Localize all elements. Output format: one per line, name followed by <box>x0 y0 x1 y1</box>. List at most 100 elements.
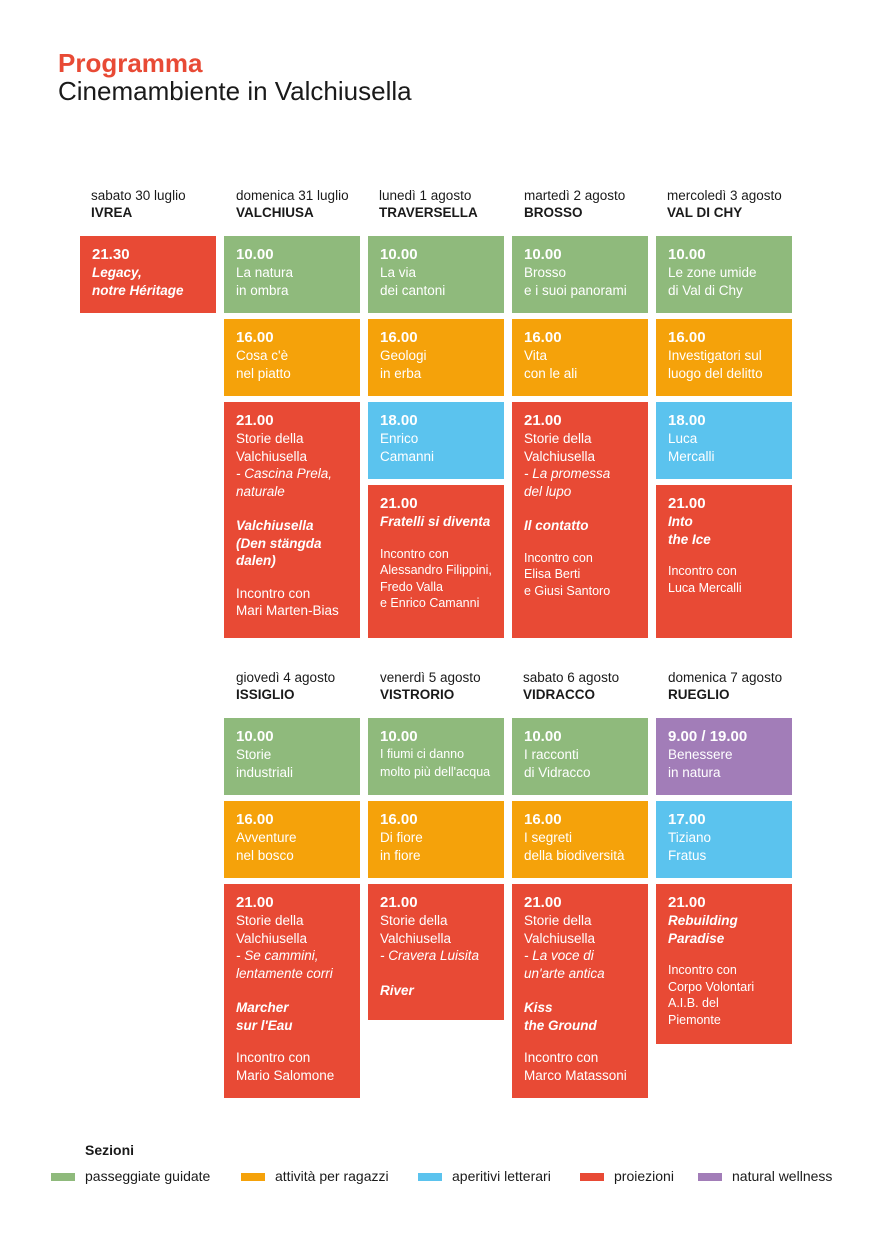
legend-item-passeggiate: passeggiate guidate <box>51 1168 210 1188</box>
event-time: 9.00 / 19.00 <box>668 728 748 745</box>
event-film: the Ice <box>668 531 711 547</box>
event-text: di Vidracco <box>524 764 591 780</box>
legend-label: aperitivi letterari <box>452 1168 551 1184</box>
event-text: Luca <box>668 431 698 446</box>
event-text: di Val di Chy <box>668 282 743 298</box>
event-subtitle: - Cascina Prela, <box>236 466 333 481</box>
event-text: della biodiversità <box>524 847 625 863</box>
event-film: sur l'Eau <box>236 1017 293 1033</box>
event-subtitle: - Se cammini, <box>236 948 319 963</box>
legend-label: natural wellness <box>732 1168 833 1184</box>
legend-title: Sezioni <box>85 1142 135 1158</box>
day-place: VAL DI CHY <box>667 205 743 220</box>
event-meeting: Elisa Berti <box>524 567 581 581</box>
legend-label: passeggiate guidate <box>85 1168 211 1184</box>
day-date: martedì 2 agosto <box>524 188 626 203</box>
day-header: sabato 6 agosto VIDRACCO <box>523 669 619 703</box>
event-card-proiezione[interactable]: 21.00 Rebuilding Paradise Incontro con C… <box>656 884 792 1044</box>
event-card-passeggiata[interactable]: 10.00 Le zone umide di Val di Chy <box>656 236 792 313</box>
event-time: 17.00 <box>668 811 706 828</box>
day-place: VALCHIUSA <box>236 205 314 220</box>
event-film: dalen) <box>236 553 276 568</box>
event-meeting: A.I.B. del <box>668 996 719 1010</box>
event-film: Paradise <box>668 930 725 946</box>
event-text: Mercalli <box>668 448 715 464</box>
event-card-ragazzi[interactable]: 16.00 I segreti della biodiversità <box>512 801 648 878</box>
legend-swatch <box>51 1173 75 1182</box>
event-text: Cosa c'è <box>236 348 289 363</box>
event-card-passeggiata[interactable]: 10.00 I racconti di Vidracco <box>512 718 648 795</box>
event-time: 10.00 <box>524 728 562 745</box>
day-place: ISSIGLIO <box>236 687 295 702</box>
event-time: 21.00 <box>524 412 562 429</box>
event-card-passeggiata[interactable]: 10.00 I fiumi ci danno molto più dell'ac… <box>368 718 504 795</box>
event-card-ragazzi[interactable]: 16.00 Cosa c'è nel piatto <box>224 319 360 396</box>
event-card-ragazzi[interactable]: 16.00 Investigatori sul luogo del delitt… <box>656 319 792 396</box>
event-meeting: Luca Mercalli <box>668 580 742 595</box>
event-text: Brosso <box>524 265 567 280</box>
event-text: I fiumi ci danno <box>380 747 465 761</box>
event-card-passeggiata[interactable]: 10.00 La natura in ombra <box>224 236 360 313</box>
event-film: (Den stängda <box>236 535 322 551</box>
day-header: domenica 7 agosto RUEGLIO <box>668 669 782 703</box>
event-card-proiezione[interactable]: 21.00 Storie della Valchiusella - Cascin… <box>224 402 360 638</box>
day-date: giovedì 4 agosto <box>236 670 336 685</box>
event-card-proiezione[interactable]: 21.00 Into the Ice Incontro con Luca Mer… <box>656 485 792 638</box>
event-card-ragazzi[interactable]: 16.00 Geologi in erba <box>368 319 504 396</box>
event-film: Legacy, <box>92 265 142 280</box>
event-card-proiezione[interactable]: 21.00 Storie della Valchiusella - La voc… <box>512 884 648 1098</box>
event-meeting: Incontro con <box>668 564 737 578</box>
event-card-aperitivo[interactable]: 17.00 Tiziano Fratus <box>656 801 792 878</box>
event-card-aperitivo[interactable]: 18.00 Enrico Camanni <box>368 402 504 479</box>
event-card-passeggiata[interactable]: 10.00 Storie industriali <box>224 718 360 795</box>
event-text: Storie della <box>236 431 304 446</box>
event-text: nel bosco <box>236 847 294 863</box>
event-card-passeggiata[interactable]: 10.00 Brosso e i suoi panorami <box>512 236 648 313</box>
event-text: Di fiore <box>380 830 423 845</box>
day-header: sabato 30 luglio IVREA <box>91 187 186 221</box>
event-text: e i suoi panorami <box>524 282 627 298</box>
event-text: in natura <box>668 764 721 780</box>
event-film: Il contatto <box>524 518 589 533</box>
event-card-passeggiata[interactable]: 10.00 La via dei cantoni <box>368 236 504 313</box>
event-film: Into <box>668 514 693 529</box>
event-text: Camanni <box>380 448 435 464</box>
day-date: venerdì 5 agosto <box>380 670 481 685</box>
event-card-ragazzi[interactable]: 16.00 Avventure nel bosco <box>224 801 360 878</box>
event-subtitle: del lupo <box>524 483 572 499</box>
event-time: 16.00 <box>380 329 418 346</box>
event-card-proiezione[interactable]: 21.00 Storie della Valchiusella - La pro… <box>512 402 648 638</box>
event-card-proiezione[interactable]: 21.30 Legacy, notre Héritage <box>80 236 216 313</box>
event-card-proiezione[interactable]: 21.00 Fratelli si diventa Incontro con A… <box>368 485 504 638</box>
event-card-proiezione[interactable]: 21.00 Storie della Valchiusella - Se cam… <box>224 884 360 1098</box>
day-header: mercoledì 3 agosto VAL DI CHY <box>667 187 782 221</box>
day-place: BROSSO <box>524 205 583 220</box>
event-text: Vita <box>524 348 548 363</box>
event-card-wellness[interactable]: 9.00 / 19.00 Benessere in natura <box>656 718 792 795</box>
event-film: Marcher <box>236 1000 289 1015</box>
event-meeting: Alessandro Filippini, <box>380 563 492 577</box>
event-time: 21.00 <box>380 495 418 512</box>
event-text: molto più dell'acqua <box>380 764 491 779</box>
event-card-ragazzi[interactable]: 16.00 Di fiore in fiore <box>368 801 504 878</box>
event-time: 10.00 <box>524 246 562 263</box>
event-text: Benessere <box>668 747 733 762</box>
event-time: 10.00 <box>380 246 418 263</box>
event-text: La via <box>380 265 417 280</box>
event-time: 21.00 <box>668 495 706 512</box>
event-film: Fratelli si diventa <box>380 514 491 529</box>
event-card-aperitivo[interactable]: 18.00 Luca Mercalli <box>656 402 792 479</box>
event-time: 18.00 <box>668 412 706 429</box>
event-text: industriali <box>236 764 294 780</box>
page-subtitle: Cinemambiente in Valchiusella <box>58 76 412 106</box>
event-text: con le ali <box>524 365 578 381</box>
event-time: 16.00 <box>236 811 274 828</box>
legend-label: proiezioni <box>614 1168 674 1184</box>
event-text: Le zone umide <box>668 265 757 280</box>
day-date: lunedì 1 agosto <box>379 188 472 203</box>
event-subtitle: - La voce di <box>524 948 594 963</box>
day-header: domenica 31 luglio VALCHIUSA <box>236 187 349 221</box>
event-text: Fratus <box>668 847 707 863</box>
event-card-ragazzi[interactable]: 16.00 Vita con le ali <box>512 319 648 396</box>
event-card-proiezione[interactable]: 21.00 Storie della Valchiusella - Craver… <box>368 884 504 1020</box>
